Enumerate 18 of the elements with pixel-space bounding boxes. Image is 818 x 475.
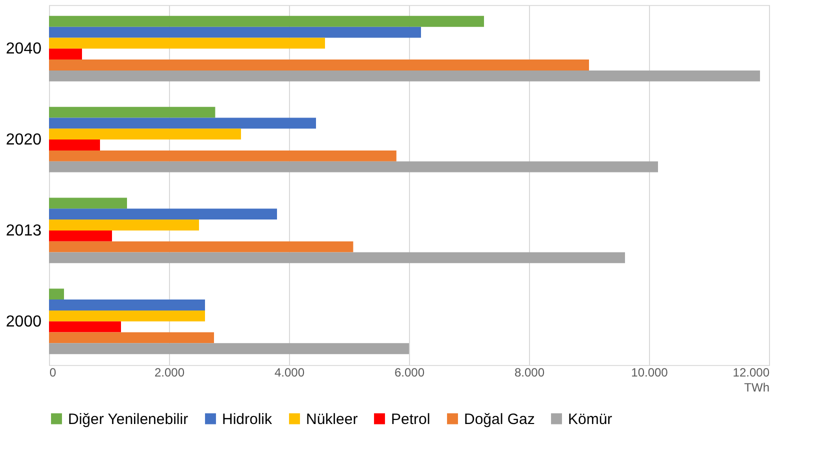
- x-tick-label: 4.000: [274, 366, 305, 380]
- x-tick-label: 12.000: [732, 366, 770, 380]
- x-tick-label: 2.000: [154, 366, 185, 380]
- x-tick-label: 8.000: [514, 366, 545, 380]
- legend-label: Diğer Yenilenebilir: [68, 410, 188, 428]
- y-tick-label: 2040: [6, 40, 42, 58]
- legend-label: Kömür: [568, 410, 612, 428]
- legend-label: Doğal Gaz: [464, 410, 535, 428]
- legend-label: Hidrolik: [222, 410, 273, 428]
- legend-label: Nükleer: [306, 410, 358, 428]
- legend-label: Petrol: [391, 410, 430, 428]
- y-tick-label: 2020: [6, 132, 42, 149]
- x-tick-label: 10.000: [631, 366, 668, 380]
- y-tick-label: 2013: [6, 222, 42, 240]
- x-tick-label: 6.000: [394, 366, 425, 380]
- y-tick-label: 2000: [6, 313, 42, 330]
- x-tick-label: 0: [50, 366, 56, 380]
- x-axis-title: TWh: [744, 380, 770, 394]
